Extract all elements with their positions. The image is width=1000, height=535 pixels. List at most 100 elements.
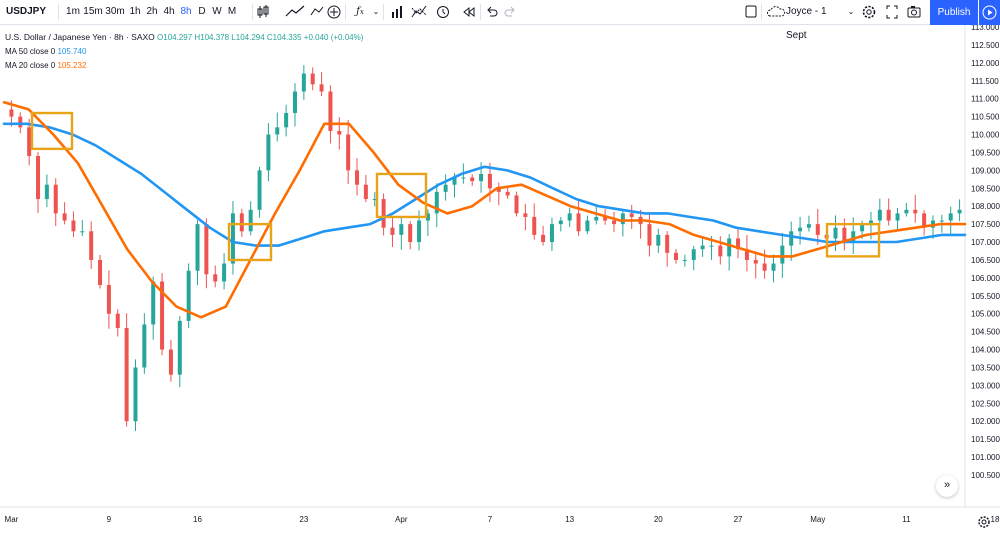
candle-up xyxy=(417,220,422,243)
x-tick-label: 23 xyxy=(299,515,308,524)
candle-up xyxy=(727,238,732,257)
candle-up xyxy=(248,209,253,232)
interval-15m[interactable]: 15m xyxy=(83,6,103,17)
interval-2h[interactable]: 2h xyxy=(146,6,158,17)
fullscreen-icon[interactable] xyxy=(885,0,899,24)
y-tick-label: 108.000 xyxy=(971,202,1000,211)
candle-up xyxy=(44,184,49,200)
ma20-label[interactable]: MA 20 close 0 xyxy=(5,61,56,70)
interval-1m[interactable]: 1m xyxy=(66,6,80,17)
candle-down xyxy=(408,224,413,243)
layout-name[interactable]: Joyce - 1 Sept xyxy=(786,6,827,41)
toolbar-separator xyxy=(252,4,253,20)
highlight-box xyxy=(825,222,881,258)
y-tick-label: 102.000 xyxy=(971,417,1000,426)
candle-down xyxy=(98,259,103,286)
chevron-down-icon[interactable]: ⌄ xyxy=(847,7,855,16)
candle-down xyxy=(922,213,927,228)
add-compare-icon[interactable] xyxy=(310,0,324,24)
add-icon[interactable] xyxy=(326,0,342,24)
scroll-to-realtime-button[interactable]: » xyxy=(936,475,958,497)
candle-down xyxy=(913,209,918,214)
y-tick-label: 111.000 xyxy=(971,95,999,104)
y-tick-label: 105.500 xyxy=(971,292,1000,301)
undo-icon[interactable] xyxy=(485,0,499,24)
x-tick-label: 13 xyxy=(565,515,574,524)
candle-up xyxy=(461,177,466,179)
candle-down xyxy=(576,213,581,232)
y-tick-label: 109.500 xyxy=(971,148,1000,157)
chevron-down-icon[interactable]: ⌄ xyxy=(372,7,380,16)
candle-up xyxy=(399,224,404,235)
symbol-search[interactable]: USDJPY xyxy=(6,6,47,17)
interval-30m[interactable]: 30m xyxy=(105,6,125,17)
toolbar-separator xyxy=(383,4,384,20)
candle-down xyxy=(674,252,679,260)
candles-icon[interactable] xyxy=(256,0,270,24)
candle-up xyxy=(222,263,227,282)
candle-down xyxy=(744,249,749,260)
candle-down xyxy=(753,259,758,264)
candle-up xyxy=(709,245,714,247)
chart-properties-icon[interactable] xyxy=(410,0,428,24)
candle-up xyxy=(275,127,280,135)
fullscreen-icon[interactable] xyxy=(744,0,758,24)
candle-up xyxy=(186,270,191,321)
candle-down xyxy=(213,274,218,282)
highlight-box xyxy=(227,222,273,262)
candle-down xyxy=(355,170,360,185)
interval-1h[interactable]: 1h xyxy=(129,6,141,17)
templates-icon[interactable] xyxy=(389,0,405,24)
candle-down xyxy=(346,134,351,171)
candle-down xyxy=(115,313,120,329)
ma20-line xyxy=(2,101,967,319)
candle-down xyxy=(53,184,58,214)
candle-down xyxy=(842,227,847,243)
y-tick-label: 106.500 xyxy=(971,256,1000,265)
candle-down xyxy=(523,213,528,217)
y-tick-label: 108.500 xyxy=(971,184,1000,193)
candle-down xyxy=(310,73,315,85)
x-tick-label: 9 xyxy=(107,515,112,524)
y-tick-label: 101.000 xyxy=(971,453,1000,462)
candle-up xyxy=(292,91,297,114)
y-tick-label: 103.500 xyxy=(971,363,1000,372)
candle-up xyxy=(789,231,794,246)
candle-up xyxy=(266,134,271,171)
replay-icon[interactable] xyxy=(461,0,477,24)
candle-up xyxy=(230,213,235,264)
toolbar-separator xyxy=(761,4,762,20)
candle-up xyxy=(957,209,962,214)
ma50-line xyxy=(2,122,967,247)
y-tick-label: 111.500 xyxy=(971,77,999,86)
legend-title: U.S. Dollar / Japanese Yen · 8h · SAXO xyxy=(5,32,155,42)
cloud-icon[interactable] xyxy=(766,0,786,24)
indicators-icon[interactable]: ƒx xyxy=(356,6,364,17)
candle-down xyxy=(496,188,501,192)
candle-down xyxy=(603,216,608,221)
candle-down xyxy=(328,91,333,131)
ma50-label[interactable]: MA 50 close 0 xyxy=(5,47,56,56)
candle-up xyxy=(700,245,705,250)
candle-up xyxy=(443,184,448,192)
candle-up xyxy=(425,213,430,221)
interval-8h[interactable]: 8h xyxy=(180,6,192,17)
interval-4h[interactable]: 4h xyxy=(163,6,175,17)
interval-D[interactable]: D xyxy=(198,6,206,17)
settings-icon[interactable] xyxy=(976,514,992,530)
line-compare-icon[interactable] xyxy=(284,0,306,24)
x-tick-label: Mar xyxy=(5,515,19,524)
candle-down xyxy=(319,84,324,92)
redo-icon[interactable] xyxy=(503,0,517,24)
camera-icon[interactable] xyxy=(906,0,922,24)
y-tick-label: 101.500 xyxy=(971,435,1000,444)
settings-icon[interactable] xyxy=(861,0,877,24)
interval-M[interactable]: M xyxy=(227,6,237,17)
price-chart[interactable]: 113.000 112.500 112.000 111.500 111.000 110.5… xyxy=(0,25,1000,531)
candle-down xyxy=(124,328,129,422)
publish-button[interactable]: Publish xyxy=(930,0,978,25)
play-icon[interactable] xyxy=(979,0,1000,25)
interval-W[interactable]: W xyxy=(212,6,222,17)
y-tick-label: 109.000 xyxy=(971,166,1000,175)
alert-icon[interactable] xyxy=(435,0,451,24)
